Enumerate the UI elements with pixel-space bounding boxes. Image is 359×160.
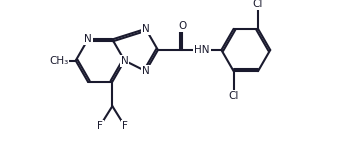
Text: F: F [122,121,127,131]
Text: F: F [97,121,103,131]
Text: N: N [142,24,150,34]
Text: Cl: Cl [253,0,263,9]
Text: N: N [121,56,129,66]
Text: N: N [142,66,150,76]
Text: N: N [84,34,92,44]
Text: CH₃: CH₃ [49,56,68,66]
Text: Cl: Cl [228,91,239,101]
Text: HN: HN [194,45,210,55]
Text: O: O [178,21,186,31]
